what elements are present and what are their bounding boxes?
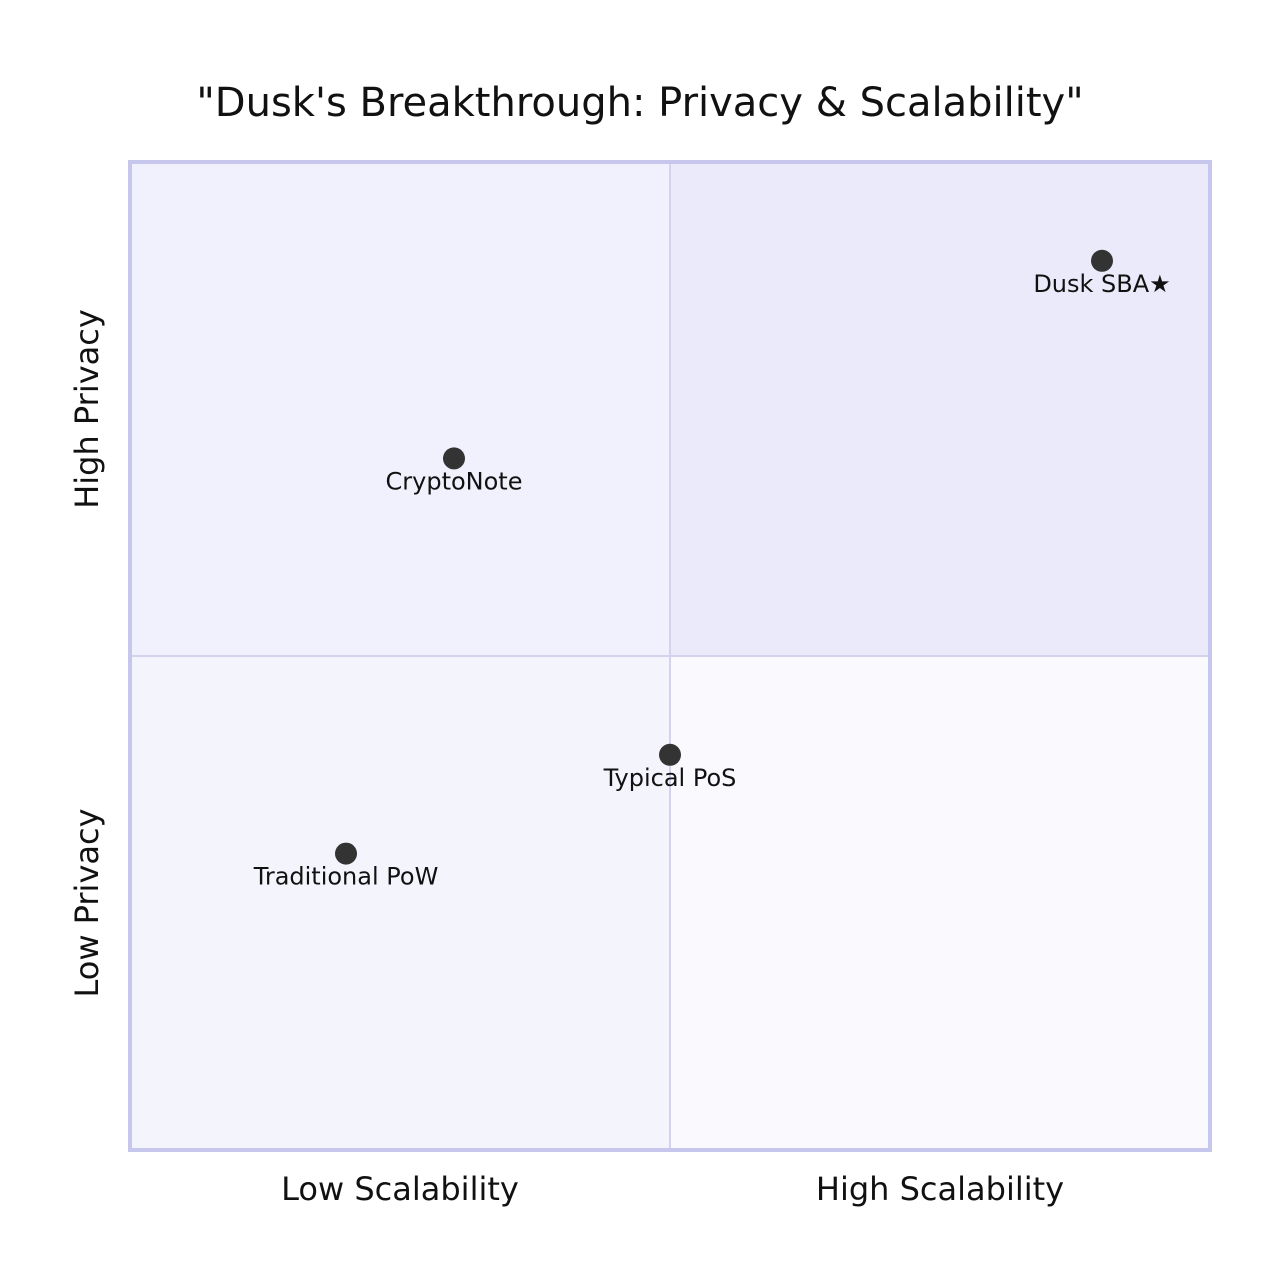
quadrant-bottom-left <box>130 656 670 1150</box>
quadrant-top-right <box>670 162 1210 656</box>
chart-title: "Dusk's Breakthrough: Privacy & Scalabil… <box>196 80 1083 126</box>
plot-border <box>128 160 1212 1152</box>
quadrant-top-left <box>130 162 670 656</box>
data-point-label: Traditional PoW <box>253 863 439 891</box>
data-point <box>443 447 465 470</box>
data-point-label: Dusk SBA★ <box>1033 270 1170 298</box>
quadrant-bottom-right <box>670 656 1210 1150</box>
y-axis-high-label: High Privacy <box>68 309 106 509</box>
y-axis-low-label: Low Privacy <box>68 808 106 997</box>
points-layer: Dusk SBA★ CryptoNote Typical PoS Traditiona… <box>253 249 1171 891</box>
data-point <box>335 842 357 865</box>
data-point-label: CryptoNote <box>386 467 523 495</box>
data-point <box>1091 249 1113 272</box>
x-axis-high-label: High Scalability <box>816 1170 1064 1208</box>
data-point-label: Typical PoS <box>603 764 737 792</box>
x-axis-low-label: Low Scalability <box>281 1170 519 1208</box>
data-point <box>659 743 681 766</box>
